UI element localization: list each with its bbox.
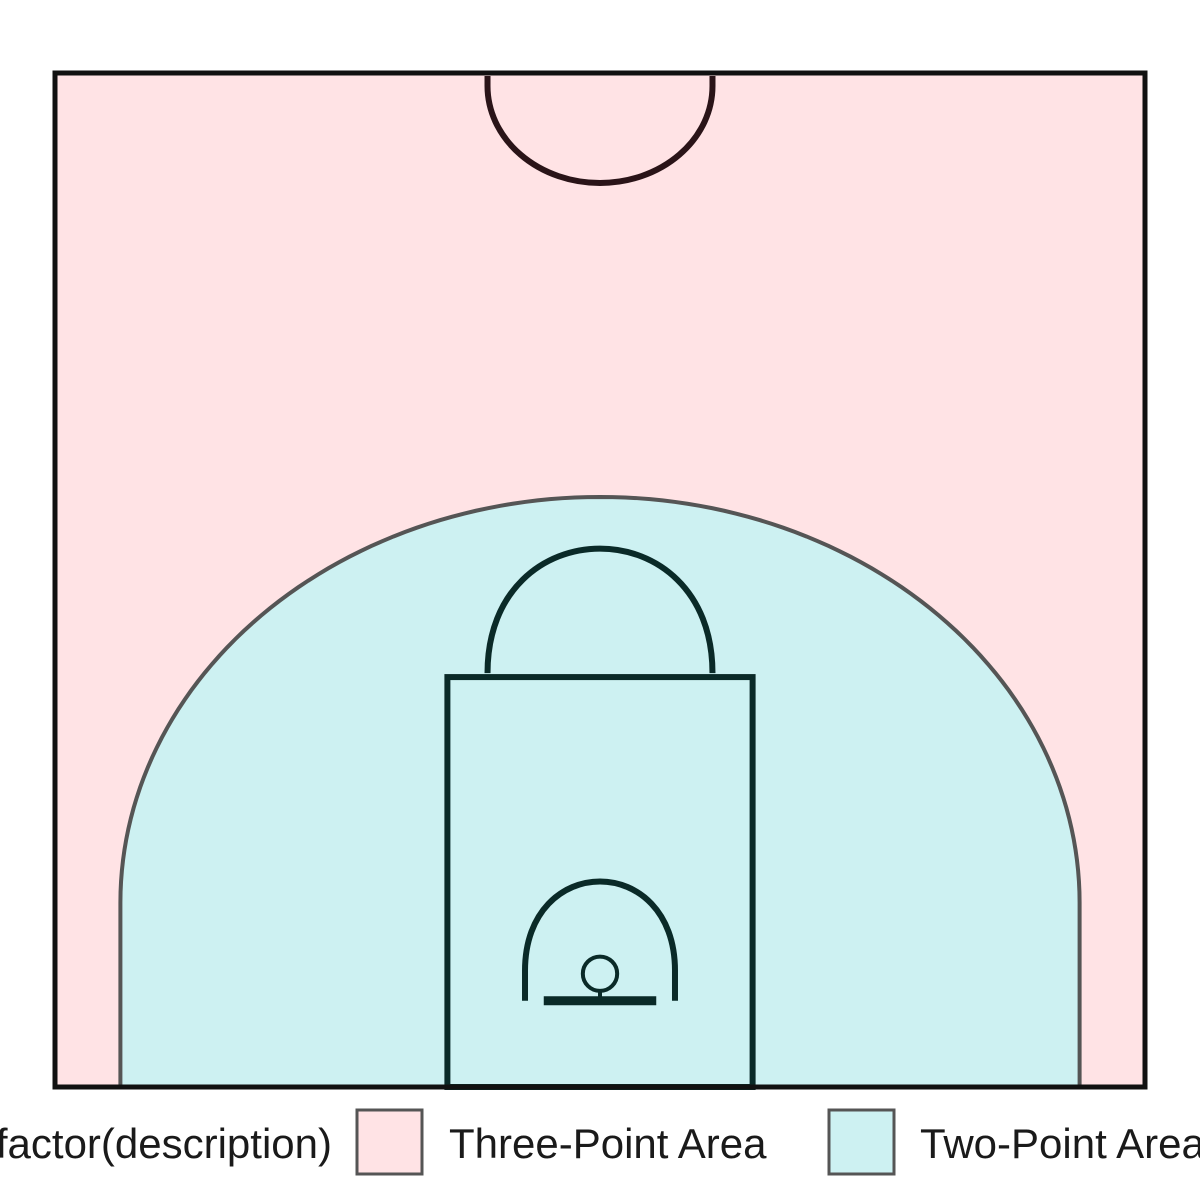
legend-label-three-point-area: Three-Point Area: [449, 1120, 767, 1167]
center-circle-line: [484, 76, 716, 187]
two-point-area-region: [118, 494, 1082, 1089]
restricted-area-line: [522, 878, 678, 1001]
legend-key-two-point-area: [827, 1108, 896, 1176]
hoop-icon: [580, 954, 620, 993]
legend: factor(description) Three-Point Area Two…: [0, 1108, 1200, 1176]
free-throw-circle-line: [484, 545, 716, 674]
court-boundary-line: [52, 70, 1148, 1090]
legend-key-three-point-area: [355, 1108, 424, 1176]
legend-label-two-point-area: Two-Point Area: [920, 1120, 1200, 1167]
legend-title: factor(description): [0, 1120, 332, 1167]
